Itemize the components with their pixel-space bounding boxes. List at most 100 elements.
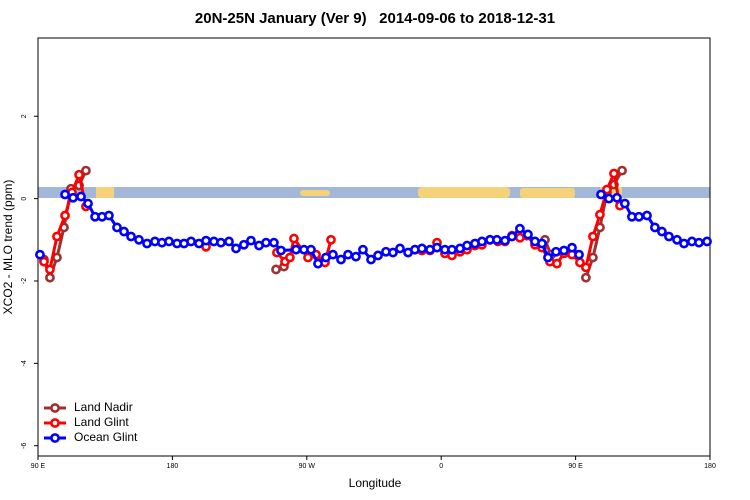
data-point bbox=[112, 222, 122, 233]
data-point bbox=[142, 238, 152, 249]
data-point bbox=[45, 272, 55, 283]
y-tick-label: -4 bbox=[21, 360, 28, 366]
data-point bbox=[291, 244, 301, 255]
data-point bbox=[657, 226, 667, 237]
legend-label: Land Nadir bbox=[74, 400, 133, 414]
data-point bbox=[164, 236, 174, 247]
x-tick-label: 180 bbox=[167, 463, 179, 470]
data-point bbox=[119, 226, 129, 237]
data-point bbox=[303, 252, 313, 263]
x-tick-label: 0 bbox=[439, 463, 443, 470]
data-point bbox=[52, 231, 62, 242]
data-point bbox=[595, 209, 605, 220]
data-point bbox=[642, 210, 652, 221]
data-point bbox=[552, 258, 562, 269]
data-point bbox=[477, 236, 487, 247]
data-point bbox=[306, 244, 316, 255]
x-tick-label: 90 W bbox=[299, 463, 316, 470]
data-point bbox=[60, 189, 70, 200]
data-point bbox=[500, 235, 510, 246]
data-point bbox=[285, 252, 295, 263]
data-point bbox=[447, 244, 457, 255]
y-tick-label: -6 bbox=[21, 442, 28, 448]
legend-marker bbox=[50, 403, 60, 413]
data-point bbox=[276, 245, 286, 256]
data-point bbox=[74, 169, 84, 180]
data-point bbox=[567, 242, 577, 253]
y-tick-label: -2 bbox=[21, 278, 28, 284]
data-point bbox=[694, 237, 704, 248]
data-point bbox=[336, 254, 346, 265]
data-point bbox=[289, 233, 299, 244]
data-point bbox=[134, 234, 144, 245]
plot-frame bbox=[37, 37, 711, 457]
x-tick-label: 90 E bbox=[568, 463, 583, 470]
data-point bbox=[231, 243, 241, 254]
data-point bbox=[313, 258, 323, 269]
data-point bbox=[395, 243, 405, 254]
data-point bbox=[246, 235, 256, 246]
data-point bbox=[581, 272, 591, 283]
data-point bbox=[388, 247, 398, 258]
data-point bbox=[126, 231, 136, 242]
data-point bbox=[702, 236, 712, 247]
data-point bbox=[551, 246, 561, 257]
data-point bbox=[523, 229, 533, 240]
data-point bbox=[612, 192, 622, 203]
data-point bbox=[609, 168, 619, 179]
data-point bbox=[328, 249, 338, 260]
data-point bbox=[543, 252, 553, 263]
data-point bbox=[588, 252, 598, 263]
data-point bbox=[60, 210, 70, 221]
y-axis-label: XCO2 - MLO trend (ppm) bbox=[1, 180, 15, 315]
data-point bbox=[83, 198, 93, 209]
data-point bbox=[559, 245, 569, 256]
data-point bbox=[581, 262, 591, 273]
data-point bbox=[201, 235, 211, 246]
data-point bbox=[366, 254, 376, 265]
legend-label: Ocean Glint bbox=[74, 430, 138, 444]
data-point bbox=[326, 234, 336, 245]
data-point bbox=[216, 237, 226, 248]
data-point bbox=[537, 238, 547, 249]
data-point bbox=[604, 193, 614, 204]
data-point bbox=[68, 192, 78, 203]
data-point bbox=[271, 264, 281, 275]
data-point bbox=[649, 222, 660, 233]
x-axis-label: Longitude bbox=[349, 476, 402, 490]
data-point bbox=[343, 249, 353, 260]
chart-title: 20N-25N January (Ver 9) 2014-09-06 to 20… bbox=[195, 10, 555, 27]
data-point bbox=[358, 244, 368, 255]
data-point bbox=[81, 165, 91, 176]
y-tick-label: 0 bbox=[21, 197, 28, 201]
data-point bbox=[417, 243, 427, 254]
data-point bbox=[596, 189, 606, 200]
data-point bbox=[619, 198, 630, 209]
series-line bbox=[42, 169, 624, 280]
data-point bbox=[462, 240, 472, 251]
data-point bbox=[617, 165, 627, 176]
data-point bbox=[76, 191, 86, 202]
data-point bbox=[35, 249, 45, 260]
data-point bbox=[45, 264, 55, 275]
data-point bbox=[432, 242, 442, 253]
y-tick-label: 2 bbox=[21, 114, 28, 118]
data-point bbox=[104, 210, 114, 221]
data-point bbox=[269, 237, 279, 248]
data-point bbox=[514, 223, 525, 234]
data-point bbox=[224, 236, 234, 247]
data-point bbox=[507, 231, 517, 242]
data-point bbox=[239, 239, 249, 250]
data-point bbox=[39, 256, 49, 267]
data-point bbox=[664, 231, 674, 242]
legend-marker bbox=[50, 433, 60, 443]
data-point bbox=[492, 234, 502, 245]
data-point bbox=[634, 211, 644, 222]
data-point bbox=[679, 238, 689, 249]
legend-marker bbox=[50, 418, 60, 428]
x-tick-label: 90 E bbox=[31, 463, 46, 470]
data-point bbox=[588, 231, 598, 242]
data-point bbox=[672, 234, 682, 245]
